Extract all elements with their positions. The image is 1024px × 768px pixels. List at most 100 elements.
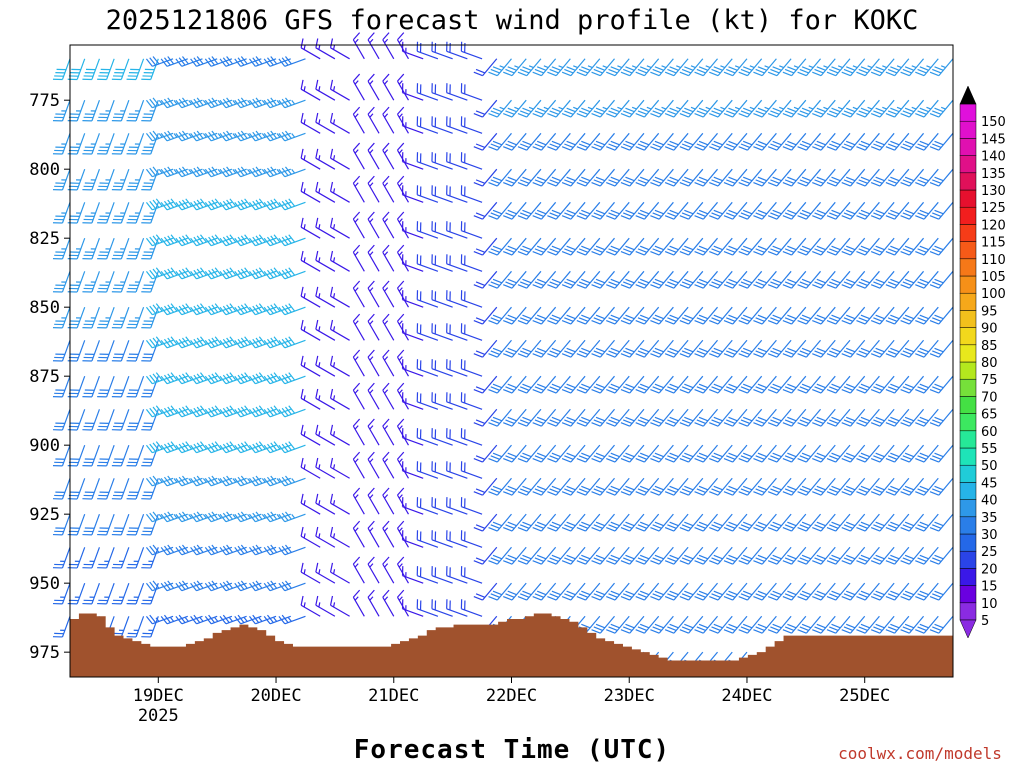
- wind-barb: [723, 375, 748, 394]
- wind-barb: [503, 58, 527, 77]
- barb-staff: [850, 513, 866, 532]
- barb-staff: [761, 546, 777, 565]
- wind-barb: [52, 99, 71, 122]
- barb-staff: [196, 375, 218, 385]
- barb-staff: [152, 270, 174, 280]
- barb-staff: [629, 582, 645, 601]
- barb-feather: [488, 595, 498, 601]
- barb-feather: [887, 179, 898, 184]
- barb-feather: [163, 57, 171, 66]
- barb-staff: [152, 168, 174, 178]
- barb-feather: [846, 66, 856, 71]
- barb-feather: [551, 485, 561, 491]
- barb-feather: [155, 198, 163, 207]
- barb-staff: [461, 368, 483, 377]
- barb-feather: [244, 303, 251, 312]
- barb-feather: [163, 338, 171, 348]
- barb-half-feather: [384, 320, 389, 325]
- barb-feather: [185, 303, 193, 312]
- barb-staff: [555, 306, 571, 325]
- wind-barb: [446, 221, 468, 239]
- wind-barb: [190, 372, 218, 385]
- barb-half-feather: [384, 218, 389, 223]
- barb-staff: [461, 332, 483, 341]
- barb-half-feather: [354, 80, 359, 85]
- wind-barb: [841, 513, 866, 532]
- barb-feather: [858, 281, 868, 287]
- barb-staff: [776, 582, 792, 601]
- barb-feather: [208, 374, 215, 383]
- barb-feather: [185, 372, 193, 381]
- barb-feather: [637, 281, 647, 287]
- wind-barb: [650, 477, 674, 496]
- barb-staff: [673, 270, 689, 289]
- wind-barb: [679, 339, 704, 358]
- wind-barb: [561, 270, 586, 289]
- barb-feather: [578, 350, 589, 356]
- barb-feather: [620, 595, 631, 601]
- wind-barb: [97, 582, 115, 605]
- barb-feather: [856, 457, 866, 463]
- barb-feather: [208, 545, 215, 554]
- barb-staff: [482, 201, 498, 220]
- barb-half-feather: [808, 65, 814, 69]
- wind-barb: [315, 457, 336, 479]
- barb-feather: [211, 511, 219, 520]
- barb-feather: [576, 457, 586, 463]
- barb-feather: [772, 347, 782, 353]
- barb-feather: [799, 386, 809, 391]
- barb-feather: [492, 278, 503, 284]
- barb-feather: [155, 267, 163, 276]
- barb-feather: [826, 491, 837, 496]
- barb-staff: [431, 125, 453, 134]
- wind-barb: [204, 441, 233, 454]
- wind-barb: [248, 511, 277, 523]
- barb-feather: [620, 284, 631, 289]
- barb-feather: [536, 140, 547, 146]
- barb-staff: [791, 132, 807, 151]
- barb-feather: [816, 107, 826, 113]
- barb-feather: [226, 130, 233, 139]
- barb-feather: [904, 66, 915, 71]
- wind-barb: [367, 418, 380, 446]
- barb-staff: [526, 375, 542, 394]
- barb-feather: [728, 521, 738, 527]
- barb-feather: [367, 32, 375, 41]
- wind-barb: [67, 202, 86, 224]
- wind-barb: [352, 280, 365, 308]
- wind-barb: [679, 408, 704, 427]
- barb-feather: [664, 182, 675, 187]
- barb-feather: [199, 303, 207, 312]
- barb-feather: [145, 340, 153, 349]
- barb-feather: [856, 560, 866, 565]
- barb-feather: [782, 353, 792, 358]
- barb-feather: [397, 556, 405, 565]
- wind-barb: [532, 270, 557, 289]
- barb-feather: [812, 182, 822, 187]
- barb-half-feather: [188, 133, 193, 138]
- barb-feather: [738, 319, 748, 325]
- barb-staff: [152, 513, 174, 523]
- barb-staff: [196, 132, 218, 142]
- barb-feather: [208, 131, 215, 141]
- barb-staff: [330, 259, 350, 272]
- barb-feather: [723, 491, 734, 496]
- barb-feather: [181, 580, 189, 589]
- barb-staff: [106, 409, 115, 431]
- barb-feather: [784, 593, 795, 598]
- barb-feather: [517, 146, 528, 151]
- barb-feather: [248, 58, 256, 67]
- barb-staff: [791, 201, 807, 220]
- wind-barb: [175, 97, 203, 109]
- barb-half-feather: [384, 596, 389, 601]
- barb-feather: [170, 198, 178, 207]
- wind-barb: [723, 99, 748, 118]
- barb-feather: [595, 623, 606, 629]
- barb-feather: [300, 493, 304, 504]
- wind-barb: [723, 168, 748, 187]
- barb-feather: [606, 526, 616, 532]
- wind-barb: [488, 513, 512, 532]
- barb-half-feather: [779, 65, 784, 69]
- barb-staff: [196, 201, 218, 211]
- barb-feather: [167, 406, 175, 415]
